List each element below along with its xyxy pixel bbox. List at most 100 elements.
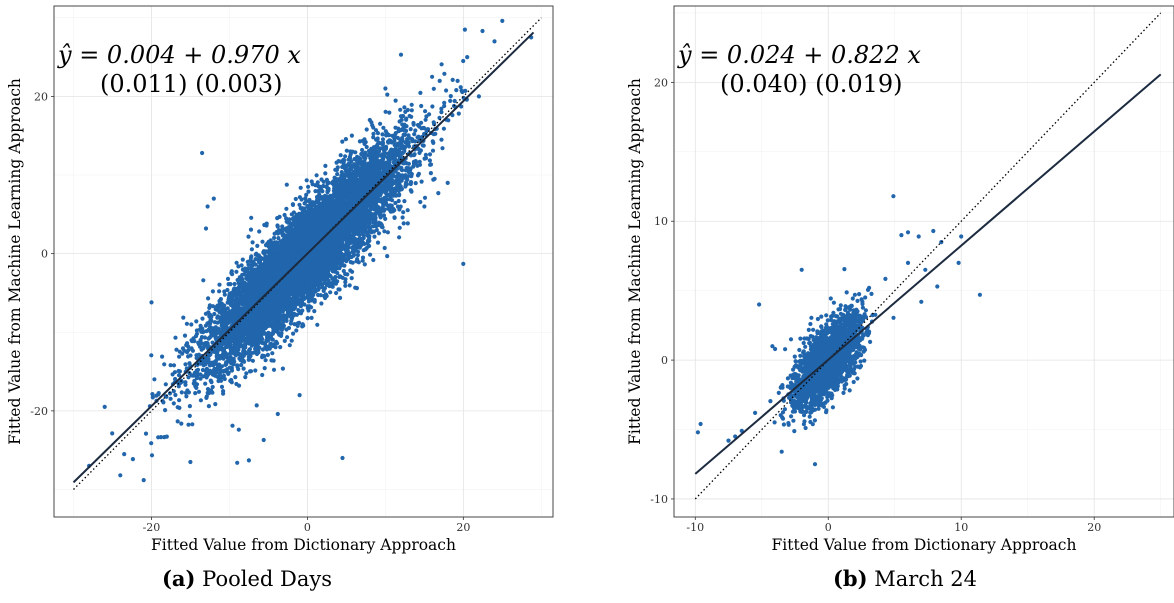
- data-point: [175, 419, 180, 424]
- data-point: [321, 179, 326, 184]
- data-point: [217, 282, 222, 287]
- data-point: [265, 352, 270, 357]
- data-point: [325, 190, 330, 195]
- data-point: [419, 120, 424, 125]
- data-point: [440, 146, 445, 151]
- data-point: [193, 391, 198, 396]
- data-point: [348, 149, 353, 154]
- data-point: [452, 98, 457, 104]
- data-point: [339, 170, 344, 175]
- data-point: [277, 214, 282, 219]
- data-point: [412, 132, 417, 137]
- data-point: [323, 163, 328, 168]
- data-point: [150, 395, 155, 400]
- data-point: [218, 297, 223, 302]
- data-point: [423, 152, 428, 157]
- data-point: [385, 92, 390, 97]
- data-point: [348, 268, 353, 273]
- data-point: [309, 315, 314, 320]
- data-point: [335, 172, 340, 177]
- data-point: [371, 257, 376, 263]
- data-point: [360, 147, 365, 153]
- data-point: [231, 362, 236, 367]
- data-point: [371, 131, 376, 136]
- data-point: [156, 391, 161, 396]
- data-point: [190, 339, 195, 344]
- data-point: [285, 335, 290, 340]
- data-point: [179, 390, 184, 395]
- data-point: [293, 196, 298, 202]
- data-point: [162, 362, 167, 367]
- data-point: [371, 135, 376, 140]
- data-point: [355, 253, 360, 258]
- data-point: [284, 216, 289, 221]
- data-point: [383, 146, 389, 151]
- data-point: [413, 159, 418, 164]
- data-point: [349, 276, 354, 281]
- data-point: [183, 382, 188, 387]
- data-point: [347, 283, 352, 288]
- data-point: [343, 280, 348, 285]
- data-point: [448, 98, 453, 103]
- data-point: [385, 254, 390, 259]
- data-point: [404, 116, 409, 121]
- data-point: [423, 109, 428, 114]
- data-point: [372, 234, 377, 239]
- data-point: [207, 305, 212, 310]
- data-point: [186, 375, 191, 380]
- data-point: [417, 150, 422, 155]
- data-point: [439, 137, 444, 142]
- data-point: [409, 114, 414, 119]
- data-point: [421, 125, 427, 131]
- data-point: [243, 375, 248, 380]
- data-point: [360, 258, 365, 263]
- data-point: [204, 395, 209, 400]
- data-point: [149, 453, 155, 458]
- data-point: [405, 221, 410, 226]
- data-point: [368, 252, 373, 257]
- data-point: [340, 275, 345, 280]
- data-point: [263, 358, 268, 363]
- data-point: [353, 150, 358, 155]
- data-point: [176, 384, 181, 389]
- data-point: [297, 310, 302, 315]
- data-point: [201, 374, 206, 379]
- data-point: [250, 358, 255, 363]
- data-point: [247, 369, 253, 374]
- data-point: [173, 392, 178, 398]
- data-point: [236, 281, 241, 286]
- data-point: [222, 289, 227, 294]
- data-point: [318, 293, 323, 298]
- data-point: [160, 354, 165, 359]
- data-point: [184, 394, 189, 399]
- data-point: [210, 289, 215, 294]
- data-point: [228, 378, 233, 383]
- data-point: [427, 158, 432, 163]
- data-point: [428, 162, 434, 167]
- data-point: [326, 278, 331, 283]
- data-point: [339, 173, 344, 178]
- data-point: [233, 375, 238, 380]
- data-point: [280, 366, 285, 371]
- data-point: [408, 127, 413, 132]
- data-point: [210, 340, 215, 345]
- scatter-points: [87, 18, 534, 483]
- data-point: [219, 384, 225, 389]
- data-point: [338, 295, 343, 300]
- data-point: [241, 366, 246, 371]
- data-point: [143, 431, 149, 436]
- data-point: [334, 290, 339, 296]
- data-point: [315, 322, 320, 327]
- data-point: [187, 404, 192, 409]
- data-point: [313, 189, 318, 194]
- data-point: [382, 245, 387, 251]
- data-point: [232, 281, 237, 287]
- data-point: [298, 185, 303, 190]
- data-point: [287, 343, 292, 348]
- data-point: [234, 269, 239, 274]
- data-point: [402, 105, 407, 110]
- data-point: [335, 165, 340, 170]
- data-point: [284, 219, 289, 224]
- data-point: [411, 164, 416, 169]
